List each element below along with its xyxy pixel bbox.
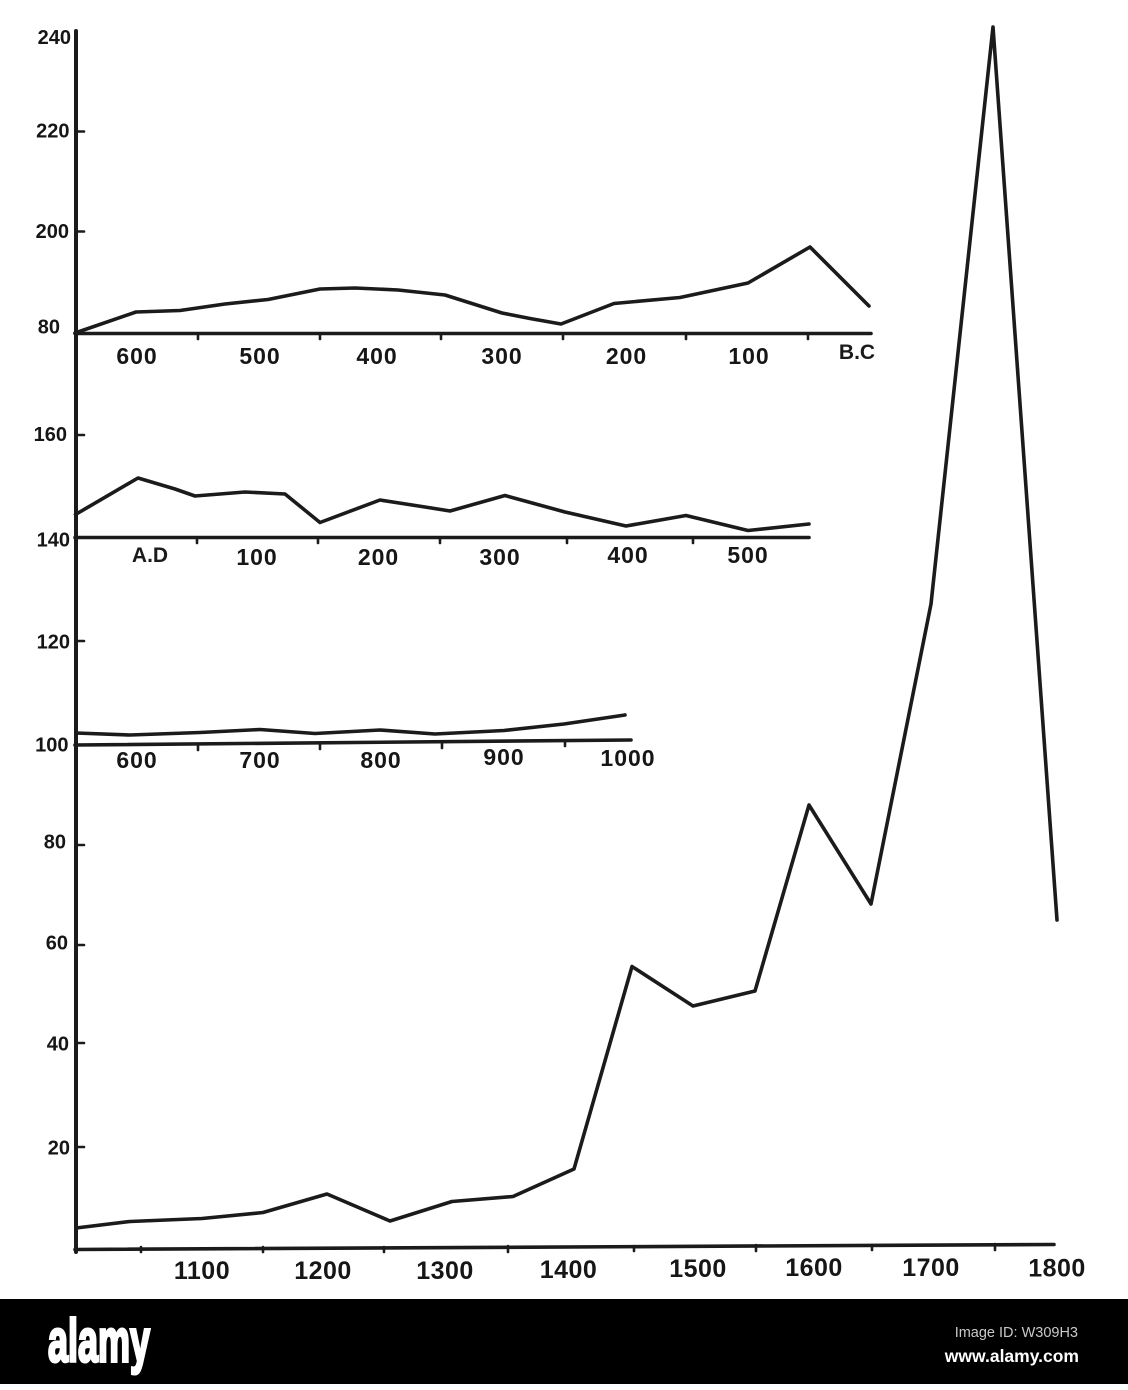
svg-text:80: 80 <box>44 832 66 854</box>
svg-text:400: 400 <box>607 542 648 568</box>
svg-text:500: 500 <box>239 343 280 369</box>
svg-text:1100: 1100 <box>174 1257 230 1285</box>
svg-text:200: 200 <box>358 544 399 570</box>
svg-text:1000: 1000 <box>600 745 655 771</box>
svg-text:A.D: A.D <box>132 544 168 567</box>
svg-text:1400: 1400 <box>540 1256 598 1284</box>
svg-text:1500: 1500 <box>669 1255 727 1283</box>
svg-text:240: 240 <box>38 27 71 49</box>
svg-text:500: 500 <box>727 542 768 568</box>
svg-text:alamy: alamy <box>48 1308 150 1375</box>
svg-text:800: 800 <box>360 747 401 773</box>
svg-text:1800: 1800 <box>1028 1255 1086 1283</box>
svg-text:120: 120 <box>37 631 70 653</box>
svg-text:60: 60 <box>46 932 68 954</box>
svg-text:100: 100 <box>728 343 769 369</box>
svg-text:40: 40 <box>47 1033 69 1055</box>
svg-text:220: 220 <box>36 120 69 142</box>
svg-text:400: 400 <box>356 343 397 369</box>
svg-text:900: 900 <box>483 744 524 770</box>
svg-text:100: 100 <box>236 544 277 570</box>
svg-text:1200: 1200 <box>294 1257 352 1285</box>
svg-text:100: 100 <box>35 734 68 756</box>
svg-text:600: 600 <box>116 747 157 773</box>
svg-text:1300: 1300 <box>416 1257 474 1285</box>
svg-text:300: 300 <box>481 343 522 369</box>
svg-text:200: 200 <box>36 221 69 243</box>
svg-text:140: 140 <box>37 529 70 551</box>
svg-text:700: 700 <box>239 747 280 773</box>
svg-text:B.C: B.C <box>839 341 875 364</box>
svg-text:www.alamy.com: www.alamy.com <box>944 1346 1079 1366</box>
svg-text:200: 200 <box>606 343 647 369</box>
svg-text:1700: 1700 <box>902 1254 960 1282</box>
svg-text:1600: 1600 <box>785 1254 843 1282</box>
svg-text:300: 300 <box>479 544 520 570</box>
svg-text:80: 80 <box>38 316 60 338</box>
svg-text:Image ID: W309H3: Image ID: W309H3 <box>955 1325 1078 1341</box>
svg-text:160: 160 <box>34 424 67 446</box>
svg-text:600: 600 <box>116 343 157 369</box>
svg-text:20: 20 <box>48 1137 70 1159</box>
